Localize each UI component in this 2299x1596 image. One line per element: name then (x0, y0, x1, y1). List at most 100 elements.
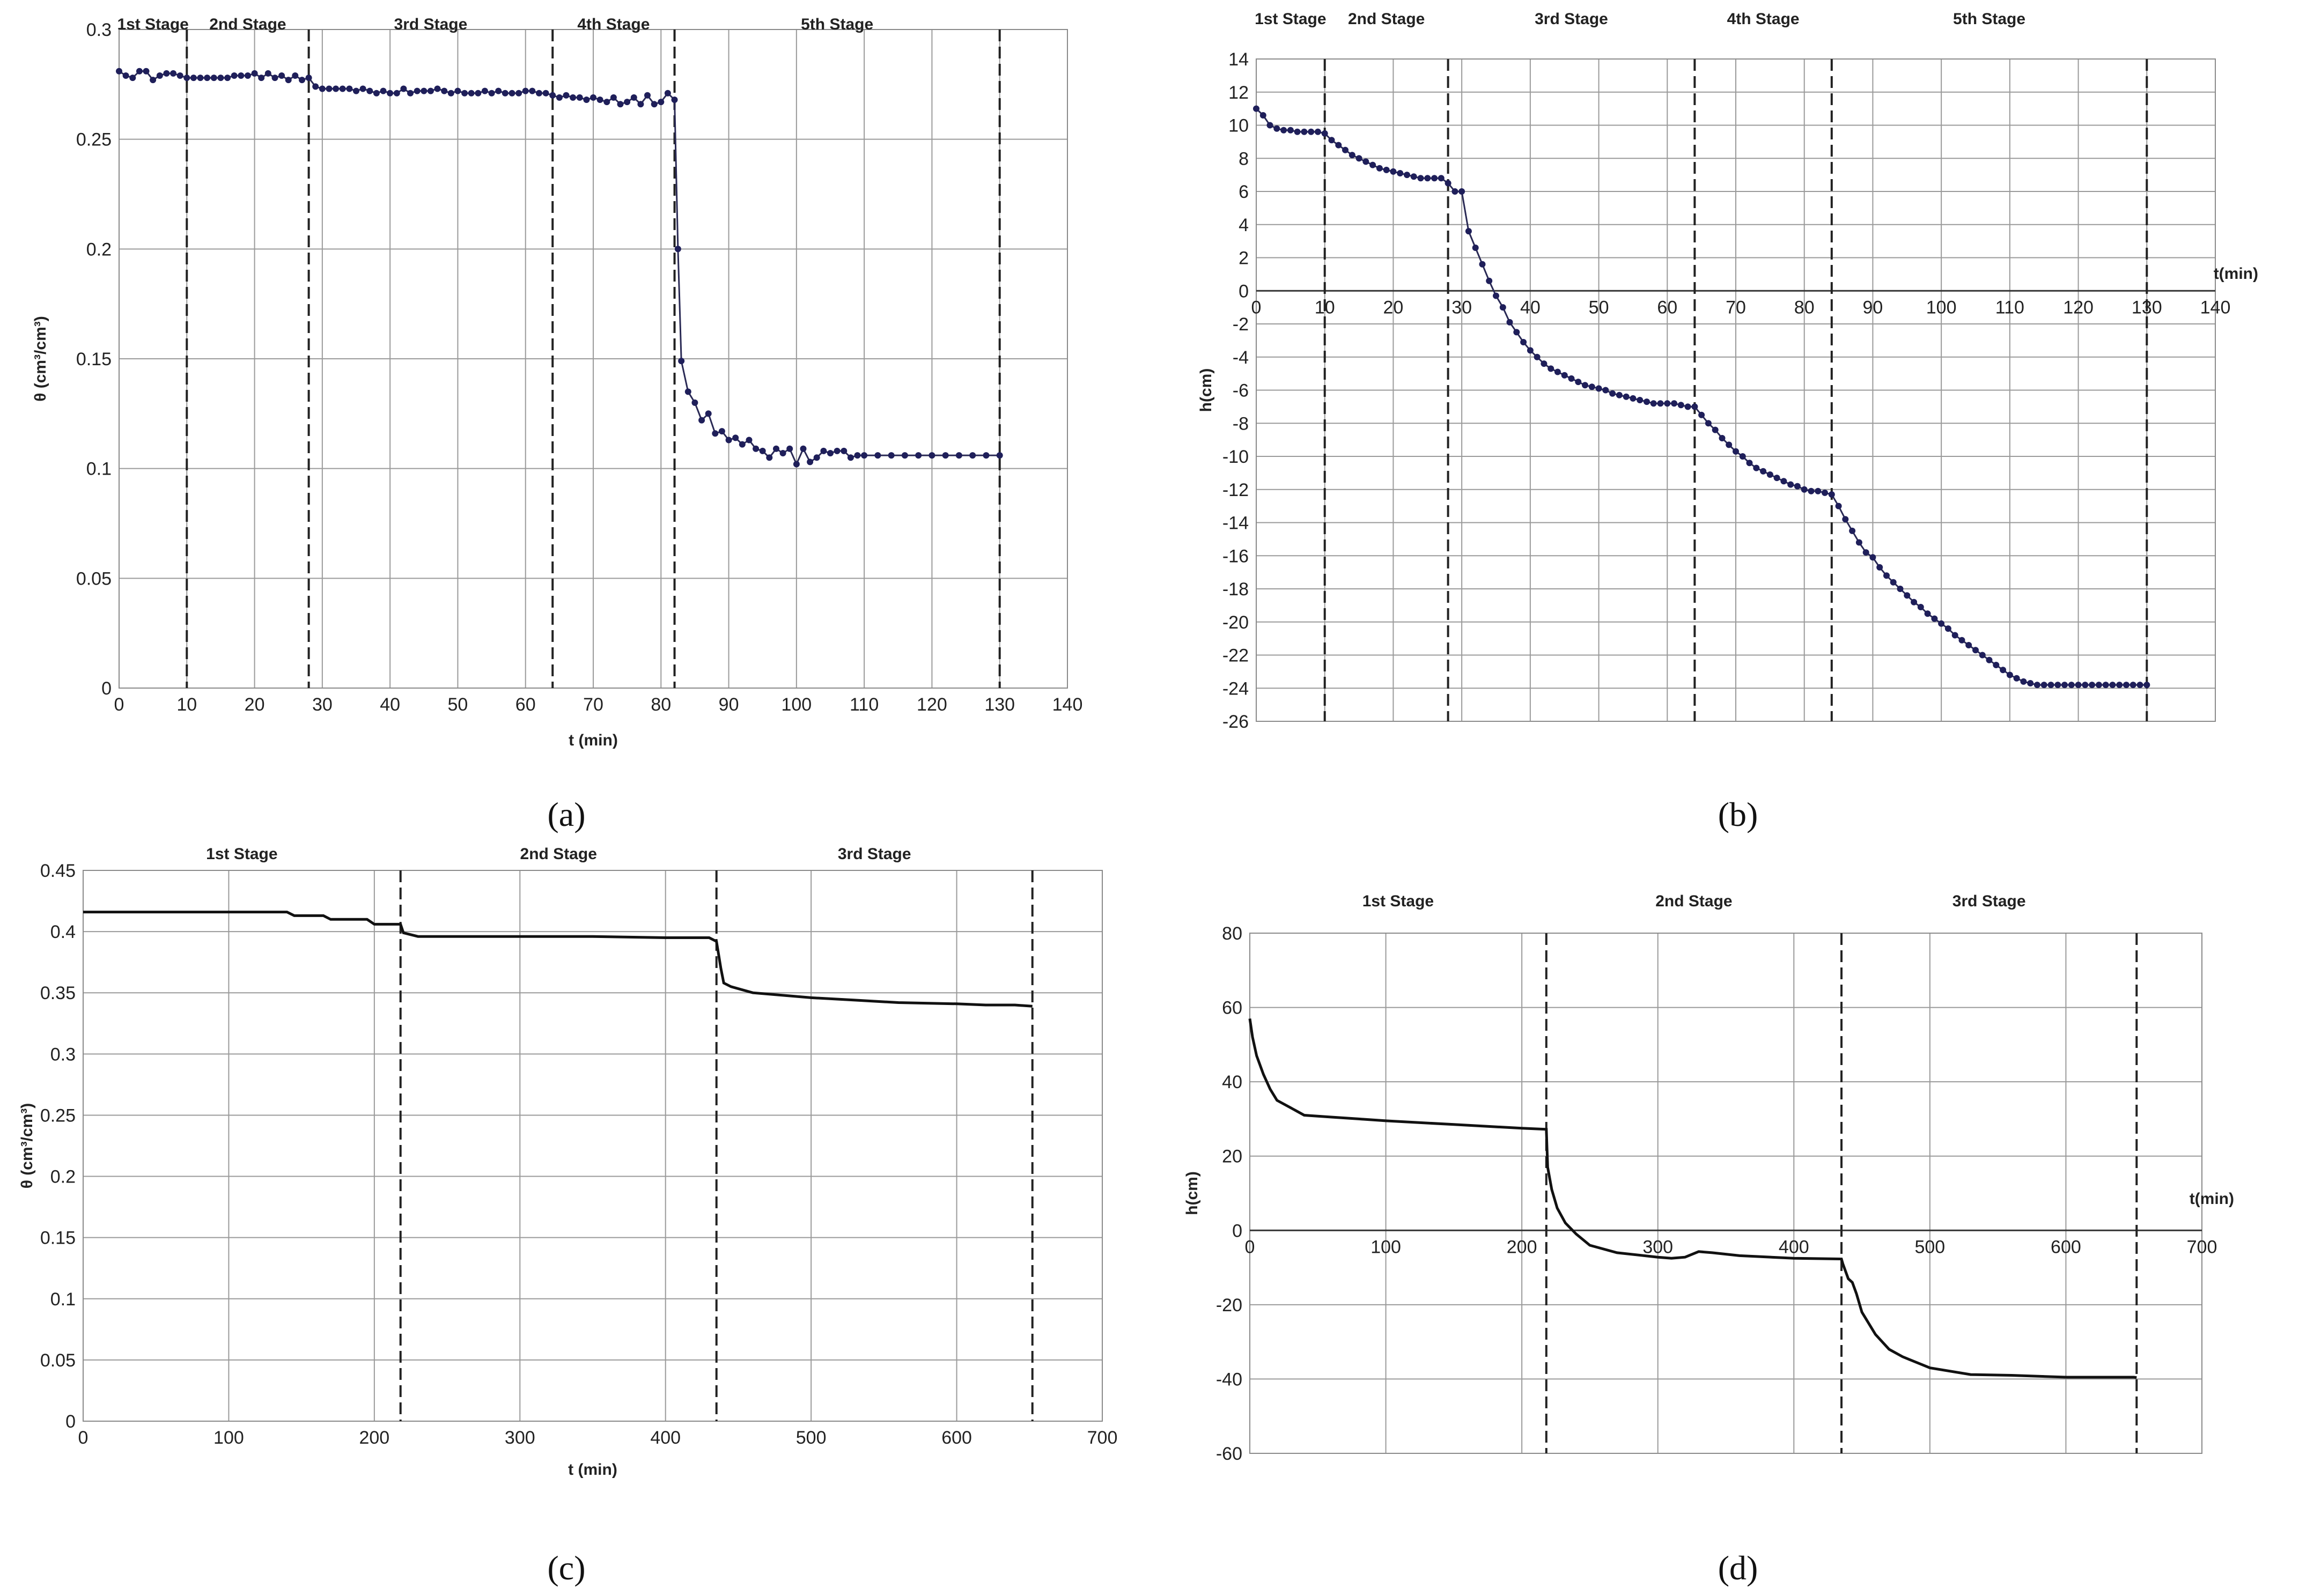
plot-frame (1256, 58, 2216, 722)
data-point (746, 437, 753, 444)
data-point (244, 72, 251, 79)
data-point (1787, 481, 1794, 488)
data-point (1780, 478, 1787, 485)
x-tick-label: 30 (1451, 297, 1472, 317)
data-point (1698, 411, 1705, 418)
data-point (536, 90, 542, 97)
y-tick-label: 0 (1239, 281, 1249, 301)
data-point (542, 90, 549, 97)
data-point (495, 87, 502, 94)
data-point (1397, 170, 1404, 176)
data-point (1712, 426, 1719, 433)
data-point (1822, 489, 1828, 496)
x-axis-label: t (min) (569, 732, 618, 749)
y-axis-label: θ (cm³/cm³) (32, 316, 49, 402)
data-point (678, 358, 685, 365)
data-point (481, 87, 488, 94)
data-point (969, 452, 976, 459)
data-point (1938, 620, 1945, 627)
y-tick-label: 60 (1222, 998, 1242, 1018)
data-point (1677, 402, 1684, 409)
y-tick-label: -26 (1222, 712, 1249, 732)
data-point (813, 454, 820, 461)
x-axis-label: t(min) (2214, 265, 2258, 283)
y-tick-label: -18 (1222, 579, 1249, 600)
data-point (1335, 142, 1342, 149)
x-tick-label: 0 (1251, 297, 1262, 317)
x-axis-label: t (min) (568, 1461, 617, 1479)
data-point (210, 75, 217, 82)
data-point (447, 90, 454, 97)
chart-panel-c: 0 100 200 300 400 500 600 700 0 0.05 0.1 0.15 0.2 0.2… (18, 845, 1117, 1587)
x-tick-label: 80 (1794, 297, 1815, 317)
x-tick-label: 600 (941, 1428, 972, 1448)
y-tick-label: 0.15 (40, 1228, 76, 1248)
data-point (529, 87, 536, 94)
data-point (739, 441, 746, 448)
data-point (2075, 682, 2082, 689)
y-tick-label: 0 (65, 1412, 76, 1432)
data-point (2116, 682, 2123, 689)
data-point (217, 75, 224, 82)
data-point (292, 72, 299, 79)
data-point (2082, 682, 2089, 689)
data-point (333, 85, 340, 92)
x-axis-label: t(min) (2190, 1190, 2234, 1208)
y-tick-label: -10 (1222, 447, 1249, 467)
plot-frame (1249, 933, 2202, 1454)
data-point (1376, 165, 1383, 172)
data-point (1862, 549, 1869, 556)
y-tick-label: 20 (1222, 1147, 1242, 1167)
data-point (834, 447, 841, 454)
y-tick-label: -60 (1216, 1444, 1242, 1464)
data-point (1835, 503, 1842, 509)
data-point (624, 99, 631, 106)
data-point (1739, 453, 1746, 460)
x-tick-label: 400 (1779, 1237, 1809, 1257)
data-point (1493, 292, 1499, 299)
data-point (1520, 339, 1527, 345)
data-point (122, 72, 129, 79)
data-point (1691, 403, 1698, 410)
data-point (1472, 245, 1479, 251)
data-point (691, 399, 698, 406)
data-point (759, 447, 766, 454)
data-point (841, 447, 848, 454)
data-point (1760, 468, 1767, 475)
chart-panel-b: 0 10 20 30 40 50 60 70 80 90 100 110 120 130 140-26-24… (1197, 10, 2258, 833)
x-tick-label: 120 (2063, 297, 2094, 317)
y-tick-label: -24 (1222, 678, 1249, 699)
data-point (1657, 400, 1664, 407)
data-point (156, 72, 163, 79)
chart-panel-d: 0 100 200 300 400 500 600 700 -60 -40 -20 0 20 40 60 80… (1183, 892, 2234, 1587)
data-point (1266, 122, 1273, 129)
data-point (1554, 368, 1561, 375)
data-point (766, 454, 773, 461)
y-tick-label: 0.2 (86, 239, 112, 260)
data-point (1541, 360, 1548, 367)
data-point (644, 92, 651, 99)
data-point (1451, 188, 1458, 195)
data-point (1993, 662, 2000, 668)
data-point (475, 90, 482, 97)
y-tick-label: -20 (1216, 1295, 1242, 1316)
x-tick-label: 60 (1657, 297, 1677, 317)
y-tick-label: -16 (1222, 546, 1249, 566)
data-point (556, 94, 563, 101)
x-tick-label: 300 (505, 1428, 535, 1448)
y-tick-label: -40 (1216, 1369, 1242, 1390)
stage-label: 1st Stage (117, 16, 188, 33)
x-tick-label: 80 (651, 694, 671, 715)
data-point (1623, 393, 1630, 400)
stage-label: 1st Stage (206, 845, 277, 863)
data-point (387, 90, 394, 97)
x-tick-label: 40 (1520, 297, 1541, 317)
x-tick-label: 100 (213, 1428, 244, 1448)
data-point (847, 454, 854, 461)
data-point (1355, 155, 1362, 162)
data-point (251, 70, 258, 77)
x-tick-label: 50 (1589, 297, 1609, 317)
stage-label: 3rd Stage (1952, 892, 2026, 910)
data-point (2068, 682, 2075, 689)
x-tick-label: 0 (114, 694, 124, 715)
